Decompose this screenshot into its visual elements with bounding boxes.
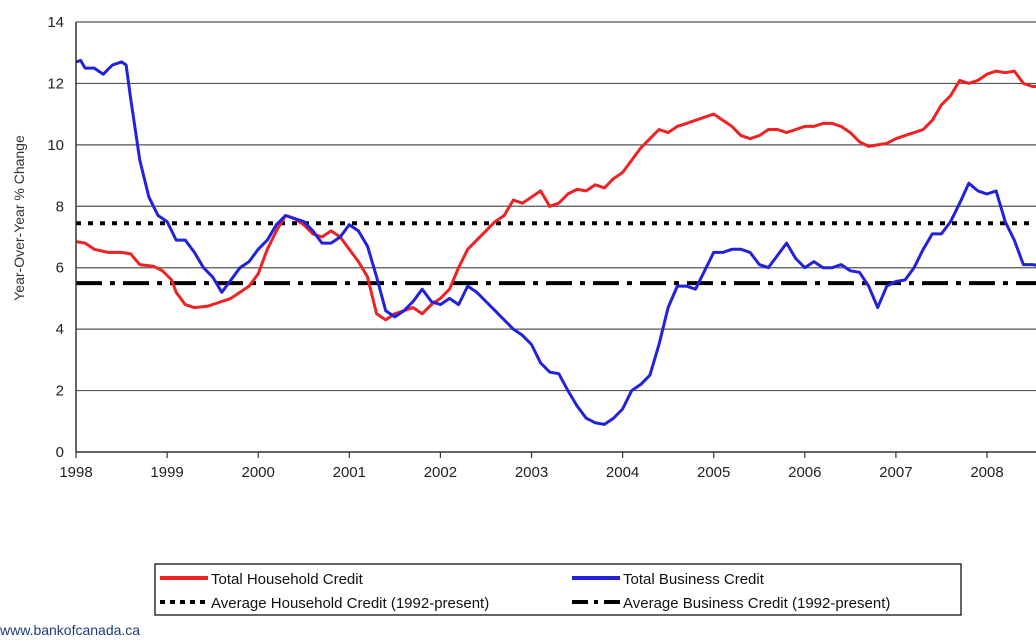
x-tick-label: 2004 bbox=[606, 464, 639, 481]
axes bbox=[75, 22, 1036, 458]
x-tick-label: 2001 bbox=[333, 464, 366, 481]
y-tick-label: 4 bbox=[56, 321, 64, 338]
legend-label-avg-household: Average Household Credit (1992-present) bbox=[211, 595, 489, 612]
legend-label-avg-business: Average Business Credit (1992-present) bbox=[623, 595, 890, 612]
y-tick-label: 12 bbox=[47, 75, 64, 92]
y-axis-label: Year-Over-Year % Change bbox=[11, 135, 27, 301]
x-tick-label: 2000 bbox=[242, 464, 275, 481]
x-tick-label: 2005 bbox=[697, 464, 730, 481]
legend-label-business: Total Business Credit bbox=[623, 571, 765, 588]
x-tick-label: 1999 bbox=[150, 464, 183, 481]
series-lines bbox=[75, 58, 1036, 426]
x-tick-label: 2003 bbox=[515, 464, 548, 481]
y-tick-label: 0 bbox=[56, 444, 64, 461]
y-tick-labels: 0 2 4 6 8 10 12 14 bbox=[47, 14, 64, 461]
y-tick-label: 14 bbox=[47, 14, 64, 31]
x-tick-label: 1998 bbox=[59, 464, 92, 481]
legend: Total Household Credit Total Business Cr… bbox=[154, 563, 962, 616]
x-tick-label: 2007 bbox=[879, 464, 912, 481]
legend-label-household: Total Household Credit bbox=[211, 571, 364, 588]
x-tick-label: 2006 bbox=[788, 464, 821, 481]
series-line-business bbox=[75, 58, 1036, 426]
legend-box bbox=[154, 563, 962, 616]
gridlines bbox=[76, 21, 1036, 392]
y-tick-label: 6 bbox=[56, 260, 64, 277]
y-tick-label: 10 bbox=[47, 137, 64, 154]
x-tick-label: 2008 bbox=[970, 464, 1003, 481]
series-line-household bbox=[75, 69, 1036, 322]
reference-lines bbox=[76, 221, 1036, 286]
x-tick-label: 2002 bbox=[424, 464, 457, 481]
y-tick-label: 2 bbox=[56, 383, 64, 400]
y-tick-label: 8 bbox=[56, 198, 64, 215]
x-tick-labels: 1998 1999 2000 2001 2002 2003 2004 2005 2006 2007… bbox=[59, 464, 1003, 481]
source-note: www.bankofcanada.ca bbox=[0, 622, 141, 638]
